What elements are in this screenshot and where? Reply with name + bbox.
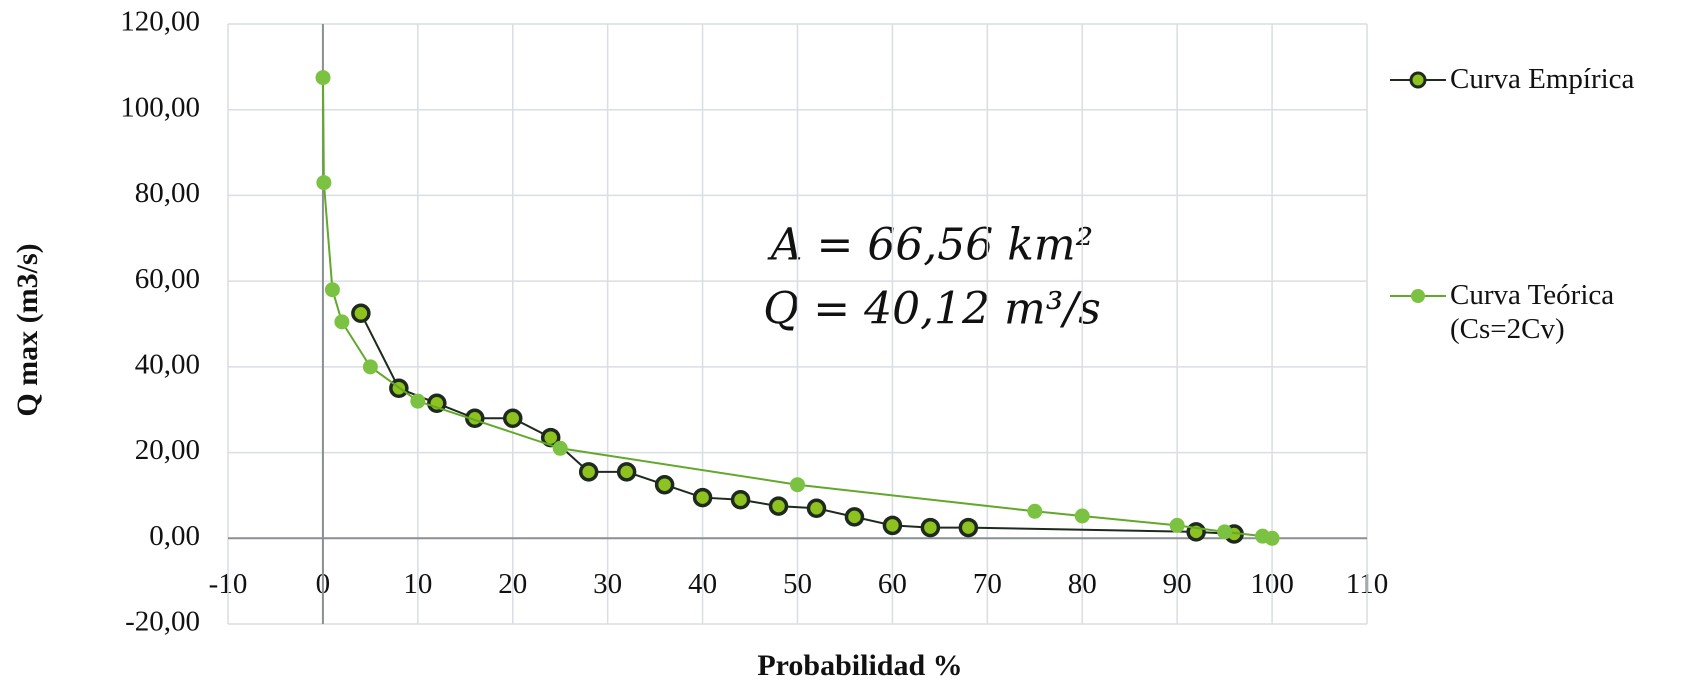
data-point <box>1264 530 1280 546</box>
data-point <box>790 477 805 493</box>
data-point <box>882 515 903 536</box>
data-point <box>503 408 523 429</box>
legend-label: Curva Empírica <box>1450 63 1635 95</box>
data-point <box>768 496 789 516</box>
y-tick-label: -20,00 <box>125 606 200 638</box>
data-point <box>351 303 371 324</box>
legend-item: Curva Teórica (Cs=2Cv) <box>1390 278 1693 346</box>
annotation: Q = 40,12 m³/s <box>763 284 1101 335</box>
data-point <box>410 393 426 409</box>
data-point <box>315 70 331 86</box>
data-point <box>324 282 340 298</box>
annotation: A = 66,56 km² <box>767 220 1094 271</box>
y-tick-label: 20,00 <box>135 434 200 466</box>
data-point <box>692 487 713 508</box>
data-point <box>806 498 827 519</box>
data-point <box>844 507 865 527</box>
x-axis-title: Probabilidad % <box>757 649 962 682</box>
legend-item: Curva Empírica <box>1390 62 1693 96</box>
data-point <box>1074 508 1090 524</box>
y-tick-label: 120,00 <box>120 6 200 38</box>
legend-label: Curva Teórica (Cs=2Cv) <box>1450 279 1615 345</box>
data-point <box>427 393 447 414</box>
data-point <box>1027 503 1043 519</box>
data-point <box>578 462 599 482</box>
data-point <box>334 314 350 330</box>
data-point <box>654 474 675 495</box>
data-point <box>616 462 637 482</box>
data-point <box>362 359 378 375</box>
y-tick-label: 60,00 <box>135 263 200 295</box>
data-point <box>316 175 332 191</box>
y-tick-label: 100,00 <box>120 91 200 123</box>
y-axis-title: Q max (m3/s) <box>11 243 44 416</box>
data-point <box>730 489 751 510</box>
data-point <box>958 517 979 538</box>
legend-symbol <box>1390 71 1446 89</box>
data-point <box>552 440 568 456</box>
y-tick-label: 40,00 <box>135 349 200 381</box>
y-tick-label: 0,00 <box>149 520 200 552</box>
y-tick-label: 80,00 <box>135 177 200 209</box>
data-point <box>1217 524 1233 540</box>
data-point <box>920 517 941 538</box>
data-point <box>1169 517 1185 533</box>
legend-symbol <box>1390 289 1446 303</box>
